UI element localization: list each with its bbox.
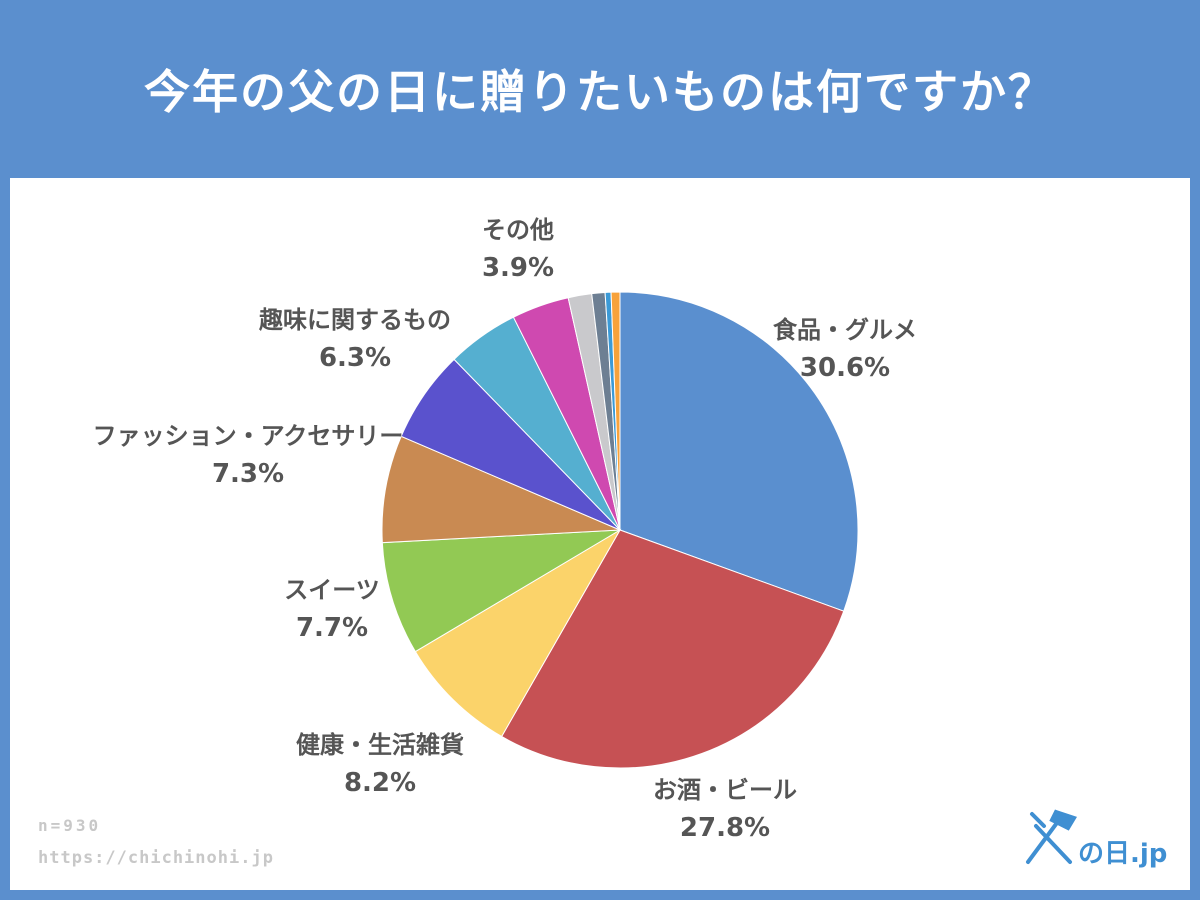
slice-label-7: その他: [482, 216, 554, 244]
site-logo: の日.jp: [1022, 806, 1172, 870]
sample-size-label: n=930: [38, 816, 102, 835]
pie-labels: 食品・グルメ 30.6% お酒・ビール 27.8% 健康・生活雑貨 8.2% スイーツ 7.7…: [93, 216, 917, 843]
pie-slice-2: [414, 528, 622, 738]
slice-value-0: 30.6%: [800, 353, 890, 383]
slice-label-3: スイーツ: [284, 576, 380, 604]
slice-value-1: 27.8%: [680, 813, 770, 843]
slice-label-1: お酒・ビール: [653, 776, 797, 804]
pie-slice-4: [381, 435, 621, 544]
slice-value-5: 6.3%: [319, 343, 391, 373]
logo-hammer-icon: [1026, 809, 1077, 864]
chart-panel: 食品・グルメ 30.6% お酒・ビール 27.8% 健康・生活雑貨 8.2% スイーツ 7.7…: [10, 178, 1190, 890]
logo-text: の日.jp: [1078, 839, 1167, 869]
slice-label-5: 趣味に関するもの: [258, 306, 451, 334]
slice-label-4: ファッション・アクセサリー: [93, 422, 404, 450]
pie-slices: [381, 291, 859, 769]
chart-title: 今年の父の日に贈りたいものは何ですか？: [144, 65, 1056, 119]
pie-chart: 食品・グルメ 30.6% お酒・ビール 27.8% 健康・生活雑貨 8.2% スイーツ 7.7…: [93, 216, 917, 843]
slice-value-4: 7.3%: [212, 459, 284, 489]
pie-slice-11: [610, 291, 621, 531]
slice-label-0: 食品・グルメ: [773, 316, 917, 344]
pie-slice-3: [381, 529, 621, 653]
slice-value-2: 8.2%: [344, 768, 416, 798]
slice-label-2: 健康・生活雑貨: [296, 731, 464, 759]
logo-graphic: の日.jp: [1026, 809, 1167, 869]
pie-slice-1: [500, 529, 845, 769]
pie-slice-0: [619, 291, 859, 612]
slice-value-3: 7.7%: [296, 613, 368, 643]
source-url-label: https://chichinohi.jp: [38, 848, 274, 868]
slice-value-7: 3.9%: [482, 253, 554, 283]
